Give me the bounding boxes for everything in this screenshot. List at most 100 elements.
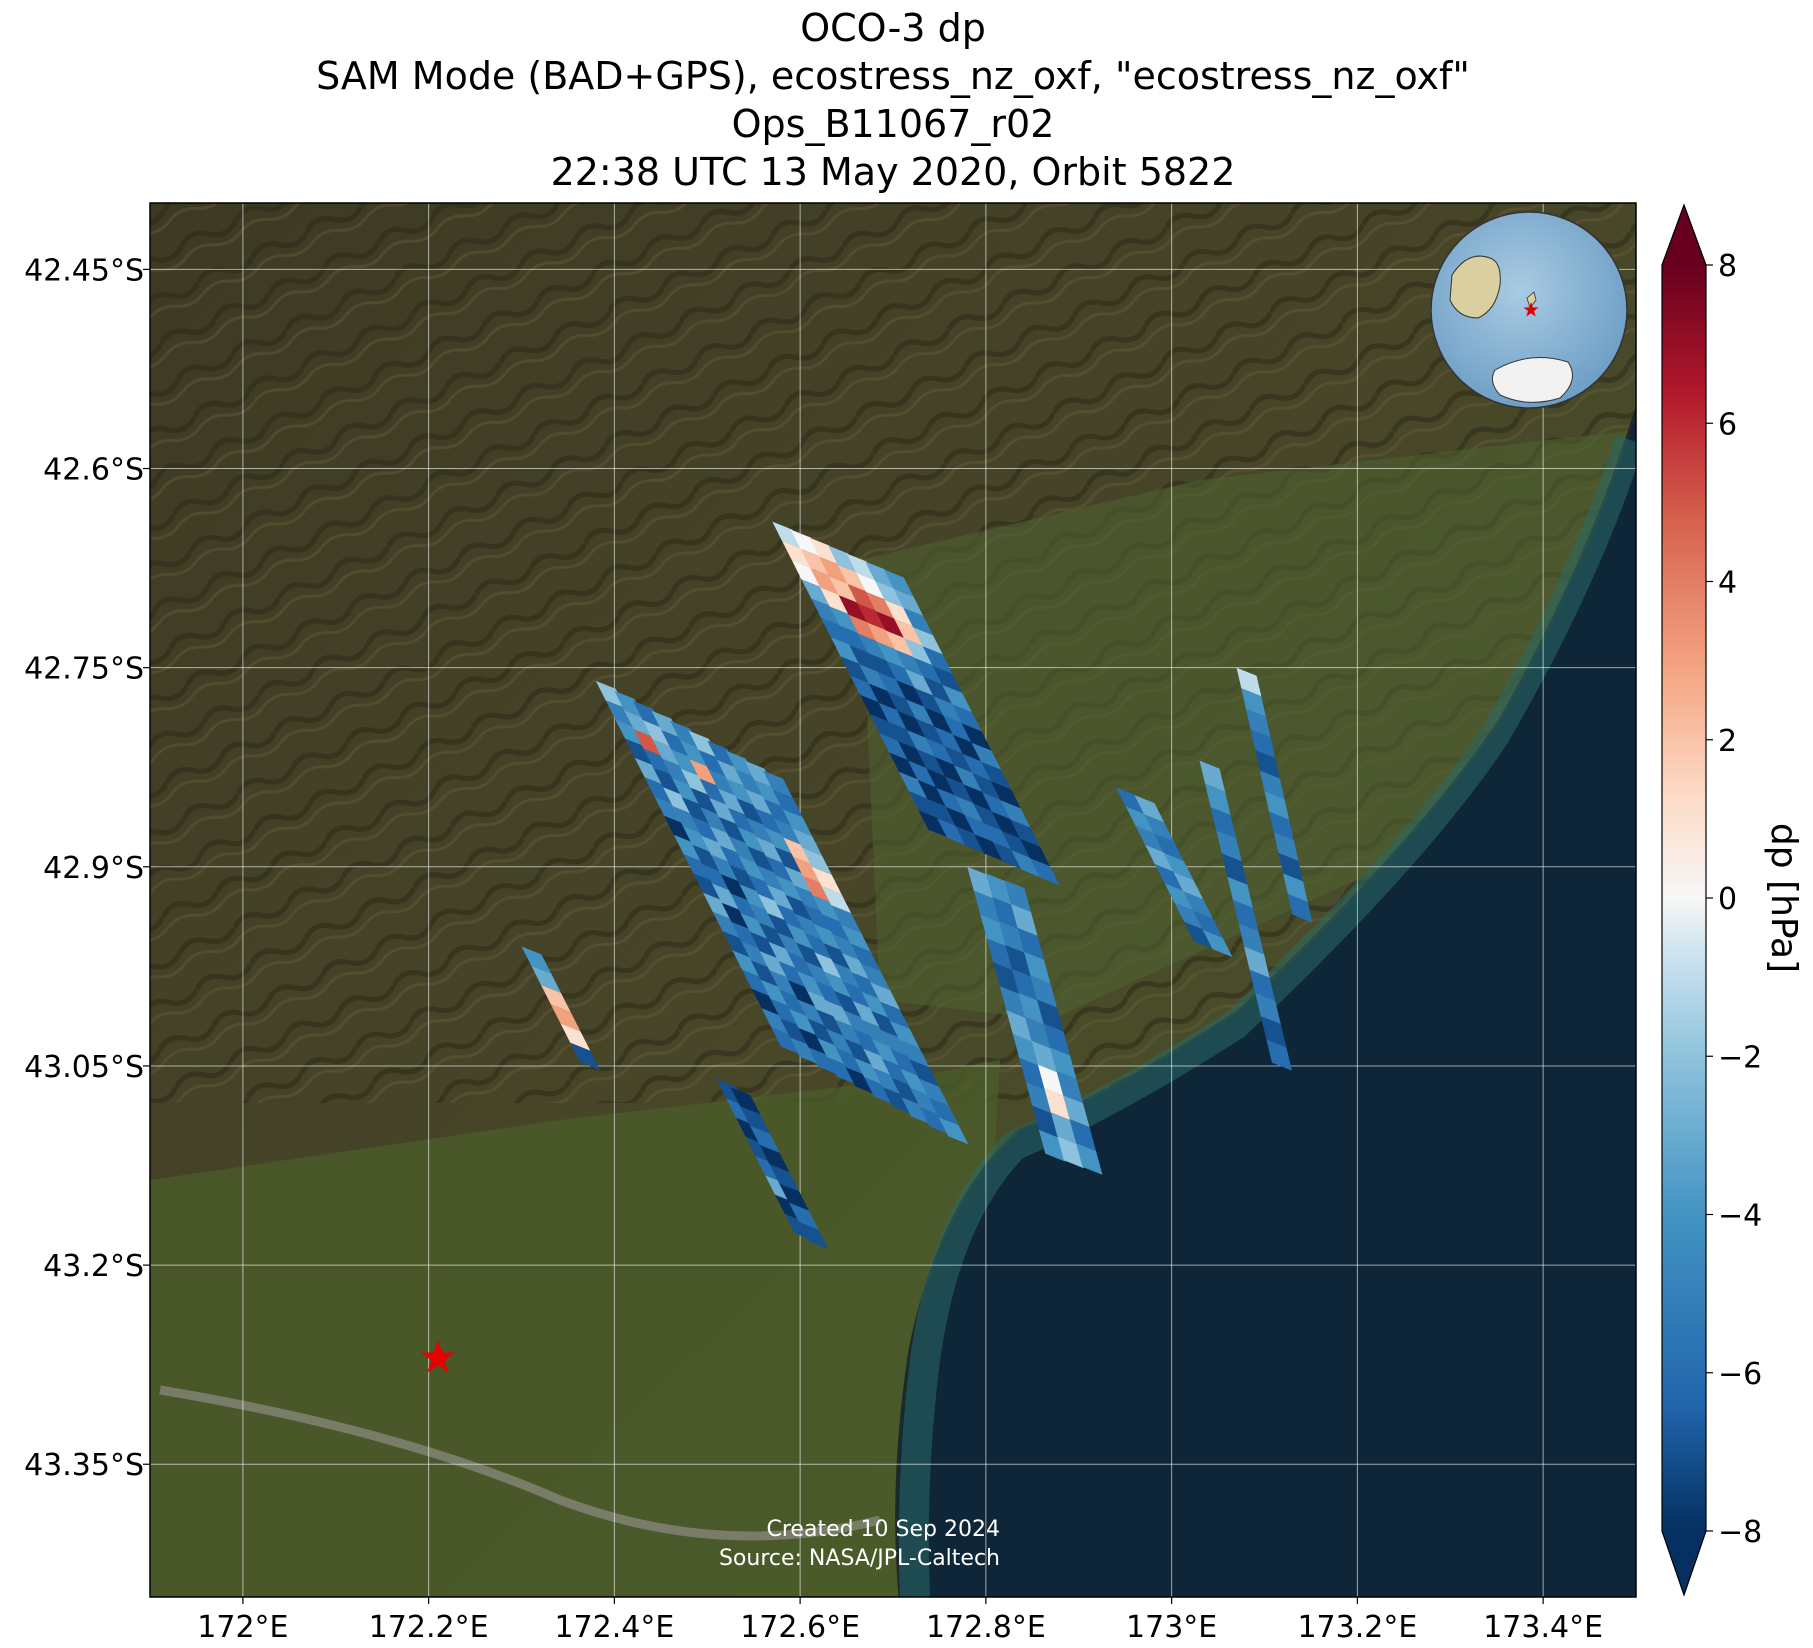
sounding-cell: [809, 537, 840, 565]
sounding-cell: [708, 769, 738, 797]
sounding-cell: [823, 943, 854, 971]
sounding-cell: [779, 989, 809, 1017]
sounding-cell: [853, 1029, 884, 1057]
sounding-cell: [729, 864, 760, 893]
title-line-4: 22:38 UTC 13 May 2020, Orbit 5822: [550, 150, 1236, 194]
sounding-cell: [919, 1107, 950, 1135]
sounding-cell: [982, 792, 1012, 820]
sounding-cell: [654, 796, 685, 824]
sounding-cell: [845, 1067, 876, 1095]
sounding-cell: [521, 946, 552, 974]
sounding-cell: [726, 779, 757, 807]
sounding-cell: [701, 835, 731, 863]
sounding-cell: [848, 614, 879, 642]
sounding-cell: [861, 991, 892, 1019]
colorbar-tick-label: −6: [1718, 1357, 1762, 1392]
sounding-cell: [682, 825, 713, 853]
sounding-cell: [663, 787, 693, 815]
sounding-cell: [913, 627, 943, 655]
sounding-cell: [766, 884, 797, 912]
sounding-cell: [919, 1078, 949, 1106]
colorbar-extend-min: [1662, 1531, 1706, 1595]
sounding-cell: [933, 696, 964, 724]
title-line-2: SAM Mode (BAD+GPS), ecostress_nz_oxf, "e…: [316, 54, 1470, 98]
sounding-cell: [884, 600, 915, 628]
basemap: [150, 203, 1636, 1597]
sounding-cell: [926, 768, 957, 796]
sounding-cell: [811, 598, 841, 626]
y-tick-label: 43.35°S: [24, 1448, 144, 1483]
sounding-cell: [807, 1018, 838, 1047]
sounding-cell: [763, 799, 794, 827]
sounding-cell: [772, 521, 802, 549]
sounding-cell: [864, 1077, 894, 1105]
sounding-cell: [1216, 830, 1242, 862]
sounding-cell: [898, 741, 928, 769]
sounding-cell: [934, 726, 965, 754]
sounding-cell: [1264, 791, 1290, 820]
sounding-cell: [945, 776, 975, 804]
x-tick-label: 173°E: [1126, 1610, 1217, 1645]
sounding-cell: [760, 979, 791, 1007]
sounding-cell: [847, 584, 878, 612]
sounding-cell: [1050, 1047, 1077, 1080]
sounding-cell: [797, 999, 828, 1027]
sounding-cell: [819, 556, 849, 585]
sounding-cell: [783, 837, 814, 865]
sounding-cell: [1001, 831, 1032, 859]
sounding-cell: [816, 1009, 847, 1037]
colorbar-tick-label: −2: [1718, 1040, 1762, 1075]
sounding-cell: [784, 866, 815, 894]
sounding-cell: [779, 1183, 809, 1211]
sounding-cell: [1232, 900, 1259, 932]
sounding-cell: [1250, 729, 1276, 758]
sounding-cell: [717, 788, 748, 816]
sounding-cell: [838, 595, 869, 623]
sounding-cell: [767, 913, 798, 941]
sounding-cell: [883, 569, 914, 597]
sounding-cell: [798, 1028, 829, 1056]
sounding-cell: [837, 564, 868, 592]
sounding-cell: [788, 980, 818, 1008]
sounding-cell: [923, 677, 954, 705]
sounding-cell: [1193, 910, 1223, 938]
sounding-cell: [904, 638, 934, 666]
sounding-cell: [795, 913, 825, 942]
sounding-cell: [746, 817, 776, 845]
sounding-cell: [728, 836, 759, 864]
sounding-cell: [1030, 858, 1060, 886]
sounding-cell: [918, 810, 949, 838]
sounding-cell: [866, 592, 896, 620]
sounding-cell: [1069, 1119, 1096, 1151]
sounding-cell: [796, 971, 827, 999]
sounding-cell: [828, 576, 859, 604]
sounding-cell: [690, 787, 721, 816]
sounding-cell: [1174, 902, 1205, 930]
sounding-cell: [868, 683, 899, 711]
sounding-cell: [875, 611, 906, 639]
sounding-cell: [858, 633, 888, 662]
colorbar: 8 6 4 2 0 −2 −4 −6 −8 dp [hPa]: [1661, 203, 1804, 1597]
sounding-cell: [634, 757, 665, 786]
sounding-cell: [722, 931, 753, 959]
sounding-cell: [860, 694, 890, 723]
sounding-cell: [832, 933, 862, 962]
colorbar-tick-label: −8: [1718, 1515, 1762, 1550]
sounding-cell: [804, 933, 835, 961]
sounding-cell: [842, 981, 873, 1009]
y-tick-label: 43.2°S: [43, 1249, 144, 1284]
sounding-cell: [691, 816, 722, 844]
sounding-cell: [1115, 787, 1146, 815]
sounding-cell: [725, 750, 756, 778]
sounding-cell: [671, 749, 701, 777]
sounding-cell: [1144, 814, 1174, 842]
sounding-cell: [792, 828, 822, 856]
sounding-cell: [794, 885, 824, 913]
colorbar-tick-label: 2: [1718, 724, 1737, 759]
sounding-cell: [1125, 806, 1156, 834]
sounding-cell: [944, 746, 974, 774]
sounding-cell: [700, 807, 730, 835]
sounding-cell: [856, 572, 887, 600]
sounding-cell: [775, 875, 806, 903]
sounding-cell: [717, 759, 747, 788]
